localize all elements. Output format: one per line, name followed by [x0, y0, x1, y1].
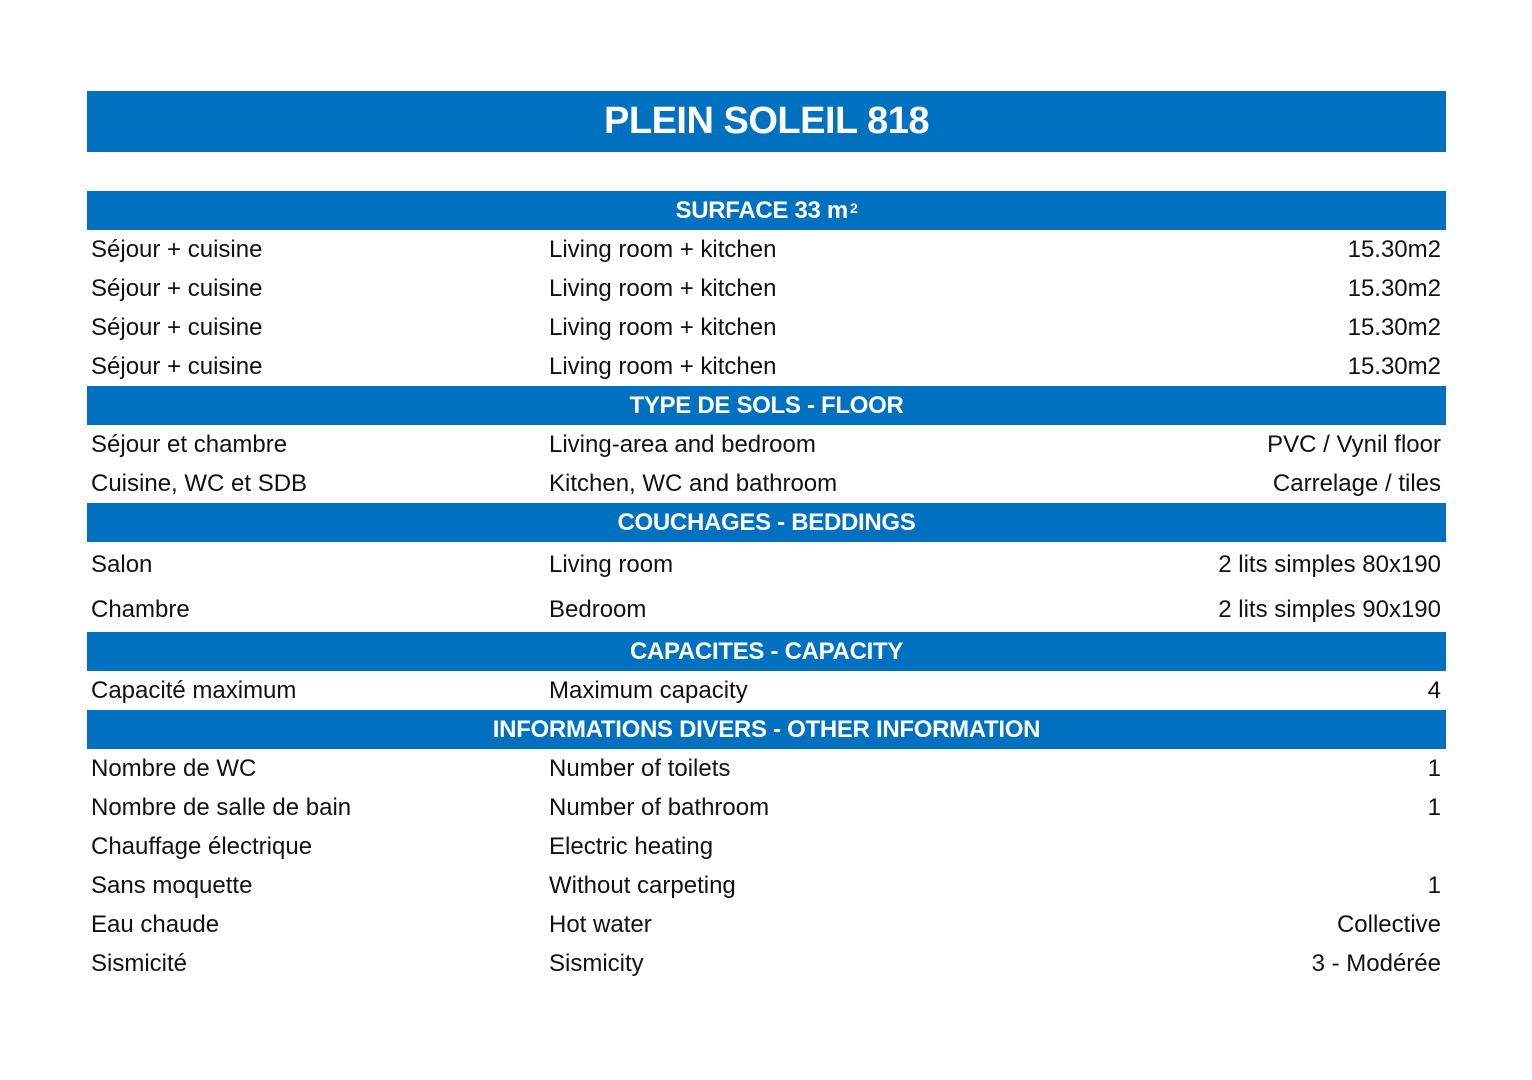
section-header: TYPE DE SOLS - FLOOR — [87, 386, 1446, 425]
table-row: Capacité maximum Maximum capacity 4 — [87, 671, 1446, 710]
section-heading: COUCHAGES - BEDDINGS — [617, 508, 916, 536]
value: 15.30m2 — [1347, 274, 1441, 302]
english-label: Bedroom — [549, 595, 647, 623]
value: PVC / Vynil floor — [1267, 430, 1441, 458]
french-label: Séjour + cuisine — [91, 235, 263, 263]
section-heading: SURFACE 33 m — [675, 196, 849, 224]
french-label: Sans moquette — [91, 871, 253, 899]
value: 2 lits simples 80x190 — [1218, 550, 1441, 578]
superscript: 2 — [849, 199, 858, 216]
english-label: Living-area and bedroom — [549, 430, 816, 458]
french-label: Chambre — [91, 595, 190, 623]
value: 1 — [1427, 754, 1441, 782]
table-row: Sans moquette Without carpeting 1 — [87, 866, 1446, 905]
table-row: Sismicité Sismicity 3 - Modérée — [87, 944, 1446, 983]
table-row: Chambre Bedroom 2 lits simples 90x190 — [87, 587, 1446, 632]
value: 4 — [1427, 676, 1441, 704]
english-label: Sismicity — [549, 949, 644, 977]
value: 2 lits simples 90x190 — [1218, 595, 1441, 623]
french-label: Nombre de WC — [91, 754, 257, 782]
table-row: Eau chaude Hot water Collective — [87, 905, 1446, 944]
sections: SURFACE 33 m 2 Séjour + cuisine Living room… — [87, 191, 1446, 983]
spacer — [87, 152, 1446, 191]
section-header: CAPACITES - CAPACITY — [87, 632, 1446, 671]
property-sheet: PLEIN SOLEIL 818 SURFACE 33 m 2 Séjour + c… — [87, 91, 1446, 983]
table-row: Séjour + cuisine Living room + kitchen 15.… — [87, 230, 1446, 269]
french-label: Chauffage électrique — [91, 832, 313, 860]
english-label: Hot water — [549, 910, 652, 938]
french-label: Séjour + cuisine — [91, 274, 263, 302]
table-row: Salon Living room 2 lits simples 80x190 — [87, 542, 1446, 587]
value: Carrelage / tiles — [1272, 469, 1441, 497]
value: 3 - Modérée — [1311, 949, 1441, 977]
table-row: Séjour + cuisine Living room + kitchen 15.… — [87, 308, 1446, 347]
english-label: Living room + kitchen — [549, 274, 777, 302]
french-label: Capacité maximum — [91, 676, 297, 704]
page-title: PLEIN SOLEIL 818 — [87, 91, 1446, 152]
english-label: Number of bathroom — [549, 793, 770, 821]
table-row: Nombre de WC Number of toilets 1 — [87, 749, 1446, 788]
value: 15.30m2 — [1347, 235, 1441, 263]
table-row: Séjour et chambre Living-area and bedroom… — [87, 425, 1446, 464]
value: Collective — [1336, 910, 1441, 938]
section-header: COUCHAGES - BEDDINGS — [87, 503, 1446, 542]
english-label: Living room + kitchen — [549, 235, 777, 263]
english-label: Living room + kitchen — [549, 313, 777, 341]
value: 1 — [1427, 793, 1441, 821]
table-row: Nombre de salle de bain Number of bathroo… — [87, 788, 1446, 827]
french-label: Salon — [91, 550, 153, 578]
french-label: Nombre de salle de bain — [91, 793, 352, 821]
french-label: Sismicité — [91, 949, 188, 977]
table-row: Cuisine, WC et SDB Kitchen, WC and bathro… — [87, 464, 1446, 503]
english-label: Without carpeting — [549, 871, 736, 899]
section-heading: INFORMATIONS DIVERS - OTHER INFORMATION — [492, 715, 1041, 743]
english-label: Kitchen, WC and bathroom — [549, 469, 838, 497]
french-label: Cuisine, WC et SDB — [91, 469, 308, 497]
french-label: Eau chaude — [91, 910, 220, 938]
english-label: Maximum capacity — [549, 676, 748, 704]
table-row: Chauffage électrique Electric heating — [87, 827, 1446, 866]
section-header: INFORMATIONS DIVERS - OTHER INFORMATION — [87, 710, 1446, 749]
english-label: Electric heating — [549, 832, 714, 860]
french-label: Séjour et chambre — [91, 430, 288, 458]
section-heading: CAPACITES - CAPACITY — [629, 637, 904, 665]
table-row: Séjour + cuisine Living room + kitchen 15.… — [87, 269, 1446, 308]
english-label: Living room — [549, 550, 674, 578]
english-label: Living room + kitchen — [549, 352, 777, 380]
value: 15.30m2 — [1347, 352, 1441, 380]
french-label: Séjour + cuisine — [91, 313, 263, 341]
english-label: Number of toilets — [549, 754, 731, 782]
value: 1 — [1427, 871, 1441, 899]
french-label: Séjour + cuisine — [91, 352, 263, 380]
section-heading: TYPE DE SOLS - FLOOR — [629, 391, 904, 419]
value: 15.30m2 — [1347, 313, 1441, 341]
table-row: Séjour + cuisine Living room + kitchen 15.… — [87, 347, 1446, 386]
